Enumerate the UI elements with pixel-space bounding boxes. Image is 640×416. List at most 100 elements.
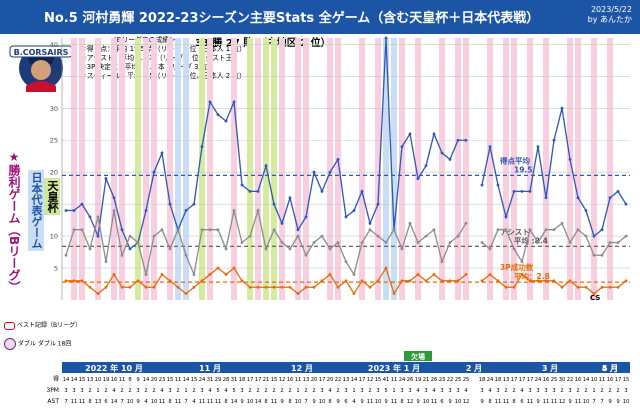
break-badge (404, 351, 432, 361)
data-point-得点 (424, 164, 428, 168)
win-band (415, 38, 421, 300)
data-point-3PM (488, 273, 492, 276)
data-point-3PM (384, 266, 388, 270)
data-label: 4 (488, 388, 492, 394)
win-band (95, 38, 101, 300)
emperor-cup-band (263, 38, 269, 300)
data-point-得点 (528, 189, 532, 193)
data-point-得点 (520, 189, 524, 193)
data-label: 14 (63, 377, 70, 383)
data-point-AST (168, 247, 172, 251)
y-tick-label: 35 (50, 73, 58, 81)
data-label: 8 (88, 399, 91, 405)
data-point-3PM (96, 292, 100, 296)
data-label: 10 (95, 377, 102, 383)
season-record: 33 勝 27 敗 （中地区 2 位） (195, 38, 331, 49)
win-band (487, 38, 493, 300)
data-point-3PM (376, 279, 380, 283)
data-label: 3 (64, 388, 67, 394)
data-point-得点 (216, 113, 220, 117)
win-band (71, 38, 77, 300)
break-label: 欠場 (411, 352, 425, 361)
data-point-得点 (568, 158, 572, 161)
data-label: 7 (600, 399, 603, 405)
data-point-AST (264, 247, 268, 251)
data-label: 10 (295, 399, 302, 405)
data-point-3PM (208, 273, 212, 276)
data-label: 31 (207, 377, 214, 383)
data-label: 31 (231, 377, 238, 383)
data-point-AST (128, 234, 132, 238)
data-point-3PM (168, 279, 172, 283)
data-point-得点 (320, 189, 324, 193)
data-label: 2 (584, 388, 587, 394)
data-label: 17 (319, 377, 326, 383)
data-point-AST (344, 260, 348, 264)
win-band (455, 38, 461, 300)
data-point-得点 (240, 183, 244, 187)
reference-value: 19.5 (514, 165, 533, 174)
data-point-3PM (336, 285, 340, 289)
data-point-得点 (192, 202, 196, 206)
data-point-3PM (480, 279, 484, 283)
win-band (375, 38, 381, 300)
data-point-3PM (528, 279, 532, 283)
data-point-3PM (200, 279, 204, 283)
data-point-AST (216, 228, 220, 232)
data-point-3PM (608, 285, 612, 289)
win-band (503, 38, 509, 300)
data-label: 2 (560, 388, 563, 394)
data-label: 20 (327, 377, 334, 383)
date-author: 2023/5/22 by あんたか (588, 5, 632, 25)
win-band (295, 38, 301, 300)
stats-box-heading: ＜Bリーグでの成績＞ (110, 36, 176, 44)
data-point-3PM (400, 279, 404, 283)
y-tick-label: 15 (50, 201, 58, 209)
data-point-AST (416, 241, 420, 244)
data-label: 24 (399, 377, 406, 383)
logo-text: B.CORSAIRS (14, 48, 69, 57)
data-point-3PM (512, 285, 516, 289)
data-point-3PM (192, 285, 196, 289)
data-label: 10 (583, 399, 590, 405)
win-band (303, 38, 309, 300)
data-point-3PM (296, 292, 300, 296)
y-tick-label: 40 (50, 41, 58, 49)
data-label: 7 (592, 399, 595, 405)
data-point-AST (272, 228, 276, 232)
data-label: 11 (575, 399, 582, 405)
data-point-AST (504, 228, 508, 232)
data-label: 9 (608, 399, 611, 405)
data-label: 2 (176, 388, 179, 394)
data-point-得点 (224, 119, 228, 123)
data-label: 13 (503, 377, 510, 383)
data-point-得点 (416, 177, 420, 180)
data-label: 18 (479, 377, 486, 383)
data-point-AST (80, 228, 84, 232)
data-label: 8 (488, 399, 491, 405)
data-label: 4 (416, 388, 420, 394)
national-team-band (183, 38, 189, 300)
data-point-3PM (288, 285, 292, 289)
data-label: 23 (159, 377, 166, 383)
author-text: by あんたか (587, 15, 632, 24)
data-label: 1 (184, 388, 187, 394)
data-point-AST (440, 260, 444, 264)
data-point-AST (160, 228, 164, 232)
data-label: 25 (455, 377, 462, 383)
data-label: 3 (624, 388, 627, 394)
data-point-3PM (536, 279, 540, 283)
data-point-AST (376, 234, 380, 238)
win-band (607, 38, 613, 300)
data-label: 3 (136, 388, 139, 394)
data-label: 14 (255, 399, 262, 405)
data-point-AST (552, 228, 556, 232)
data-point-AST (72, 228, 76, 232)
data-point-3PM (224, 273, 228, 276)
data-label: 9 (360, 399, 363, 405)
data-point-3PM (464, 273, 468, 276)
data-point-AST (536, 241, 540, 244)
data-label: 15 (191, 377, 198, 383)
month-label: 2 月 (466, 364, 482, 373)
